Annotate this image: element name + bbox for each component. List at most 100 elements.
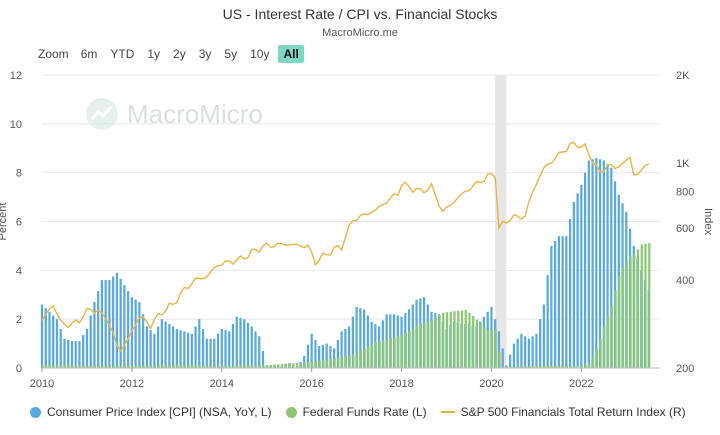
ffr-bar	[408, 331, 411, 368]
cpi-bar	[348, 326, 351, 368]
sp500-legend-line-icon	[440, 411, 455, 413]
ffr-bar	[206, 365, 209, 368]
ffr-bar	[101, 365, 104, 368]
ffr-bar	[303, 362, 306, 368]
ffr-bar	[404, 332, 407, 368]
cpi-bar	[127, 291, 130, 368]
ffr-bar	[41, 365, 44, 368]
cpi-bar	[501, 348, 504, 368]
legend-item-sp500[interactable]: S&P 500 Financials Total Return Index (R…	[440, 405, 686, 419]
legend-label: Federal Funds Rate (L)	[302, 405, 427, 419]
cpi-bar	[602, 160, 605, 368]
ffr-bar	[573, 366, 576, 368]
cpi-bar	[231, 324, 235, 368]
cpi-bar	[44, 308, 47, 368]
zoom-6m-button[interactable]: 6m	[80, 47, 98, 61]
cpi-bar	[318, 346, 321, 368]
cpi-bar	[186, 332, 190, 368]
zoom-5y-button[interactable]: 5y	[224, 47, 238, 61]
x-tick-label: 2016	[299, 378, 323, 390]
cpi-bar	[108, 280, 111, 368]
ffr-bar	[93, 365, 97, 368]
ffr-bar	[629, 256, 632, 368]
ffr-bar	[82, 365, 85, 368]
ffr-bar	[412, 328, 415, 368]
cpi-bar	[591, 159, 594, 368]
cpi-bar	[190, 333, 193, 368]
ffr-bar	[112, 365, 115, 368]
y-left-tick-label: 6	[16, 217, 22, 229]
zoom-10y-button[interactable]: 10y	[250, 47, 270, 61]
cpi-bar	[509, 354, 512, 368]
cpi-bar	[145, 326, 148, 368]
cpi-bar	[216, 333, 220, 368]
y-right-axis-title: Index	[702, 208, 714, 235]
cpi-bar	[48, 311, 51, 368]
cpi-bar	[539, 319, 542, 368]
ffr-bar	[71, 365, 74, 368]
cpi-bar	[310, 333, 313, 368]
cpi-bar	[179, 330, 182, 368]
ffr-bar	[423, 322, 426, 368]
ffr-bar	[539, 366, 542, 368]
cpi-bar	[63, 338, 66, 368]
ffr-bar	[60, 365, 63, 368]
cpi-bar	[336, 339, 340, 368]
cpi-bar	[97, 291, 100, 368]
cpi-bar	[362, 309, 366, 368]
cpi-bar	[359, 308, 362, 368]
ffr-bar	[52, 365, 55, 368]
ffr-bar	[105, 365, 108, 368]
cpi-bar	[85, 328, 89, 368]
ffr-bar	[243, 365, 246, 368]
ffr-bar	[86, 365, 89, 368]
ffr-bar	[202, 365, 205, 368]
ffr-bar	[333, 358, 336, 368]
legend-item-cpi[interactable]: Consumer Price Index [CPI] (NSA, YoY, L)	[30, 405, 272, 419]
ffr-bar	[532, 366, 535, 368]
ffr-bar	[228, 365, 231, 368]
zoom-all-button[interactable]: All	[278, 45, 304, 63]
ffr-bar	[524, 366, 527, 368]
ffr-bar	[172, 365, 175, 368]
cpi-bar	[531, 336, 534, 368]
cpi-bar	[340, 331, 343, 368]
cpi-bar	[512, 343, 516, 368]
cpi-bar	[123, 284, 126, 368]
ffr-bar	[430, 320, 434, 368]
cpi-bar	[329, 346, 332, 368]
ffr-bar	[468, 312, 471, 368]
ffr-bar	[179, 365, 183, 368]
ffr-bar	[194, 365, 198, 368]
ffr-bar	[359, 350, 362, 368]
cpi-bar	[550, 245, 553, 368]
ffr-bar	[56, 365, 59, 368]
zoom-ytd-button[interactable]: YTD	[110, 47, 135, 61]
zoom-3y-button[interactable]: 3y	[198, 47, 212, 61]
ffr-bar	[565, 366, 568, 368]
ffr-bar	[355, 352, 359, 368]
cpi-bar	[303, 355, 306, 368]
y-left-axis-title: Percent	[0, 203, 9, 241]
zoom-2y-button[interactable]: 2y	[173, 47, 186, 61]
cpi-bar	[261, 350, 265, 368]
ffr-bar	[580, 366, 583, 368]
y-left-tick-label: 4	[16, 265, 22, 277]
cpi-bar	[149, 330, 152, 368]
ffr-bar	[352, 354, 355, 368]
ffr-legend-dot-icon	[285, 406, 297, 418]
cpi-bar	[587, 160, 590, 368]
ffr-bar	[348, 355, 351, 368]
ffr-bar	[344, 356, 348, 368]
ffr-bar	[176, 365, 179, 368]
ffr-bar	[149, 365, 153, 368]
ffr-bar	[284, 363, 288, 368]
cpi-bar	[70, 341, 74, 368]
zoom-1y-button[interactable]: 1y	[147, 47, 161, 61]
cpi-bar	[516, 338, 519, 368]
recession-shade	[495, 75, 507, 368]
ffr-bar	[584, 364, 587, 368]
cpi-bar	[104, 280, 107, 368]
ffr-bar	[63, 365, 67, 368]
legend-item-ffr[interactable]: Federal Funds Rate (L)	[285, 405, 427, 419]
